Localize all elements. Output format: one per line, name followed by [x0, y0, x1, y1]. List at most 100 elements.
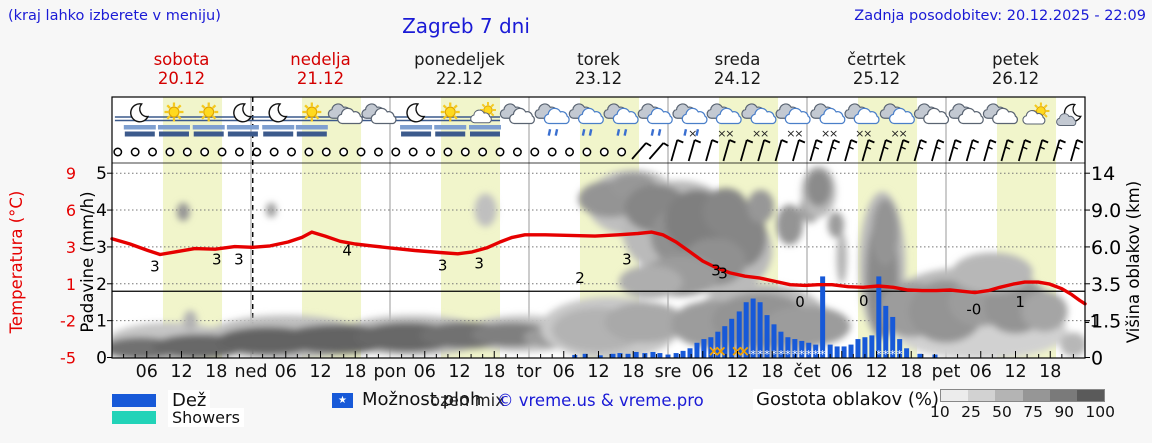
- temperature-axis-title: Temperatura (°C): [7, 191, 26, 335]
- page-title: Zagreb 7 dni: [402, 14, 530, 38]
- svg-text:3: 3: [96, 238, 107, 258]
- rain-bar: [722, 326, 728, 358]
- day-header: nedelja 21.12: [251, 50, 390, 88]
- calm-wind-icon: [130, 147, 140, 157]
- weather-icon-cloud: [499, 103, 535, 125]
- svg-text:9: 9: [66, 164, 76, 183]
- snow-mix-star-marker: *: [890, 348, 896, 361]
- calm-wind-icon: [217, 147, 227, 157]
- svg-text:3: 3: [711, 261, 721, 279]
- wind-barb-icon: [826, 139, 841, 162]
- frozen-mix-marker: ×: [731, 342, 744, 360]
- rain-bar: [617, 353, 623, 358]
- rain-bar: [778, 331, 784, 358]
- day-date: 24.12: [713, 69, 762, 88]
- rain-bar: [673, 353, 679, 358]
- wind-barb-icon: [948, 139, 962, 162]
- svg-text:4: 4: [96, 201, 107, 221]
- calm-wind-icon: [443, 147, 453, 157]
- snow-mix-star-marker: *: [771, 348, 777, 361]
- frozen-mix-marker: ×: [707, 342, 720, 360]
- calm-wind-icon: [339, 147, 349, 157]
- wind-barb-icon: [631, 142, 652, 160]
- svg-text:1.5: 1.5: [1091, 311, 1121, 333]
- day-name: sobota: [153, 50, 210, 69]
- weather-icon-sun-fog: [434, 102, 467, 137]
- snow-mix-star-marker: *: [799, 348, 805, 361]
- svg-text:12: 12: [587, 362, 609, 382]
- calm-wind-icon: [321, 147, 331, 157]
- snow-mix-star-marker: *: [820, 348, 826, 361]
- calm-wind-icon: [478, 147, 488, 157]
- weather-icon-cloud-rain: [568, 103, 604, 136]
- cloud-icon: [957, 107, 984, 125]
- svg-text:12: 12: [170, 362, 192, 382]
- cloud-icon: [681, 107, 708, 125]
- wind-barb-icon: [757, 139, 771, 162]
- svg-text:3: 3: [622, 251, 632, 269]
- svg-text:12: 12: [309, 362, 331, 382]
- svg-text:06: 06: [553, 362, 575, 382]
- svg-text:1: 1: [96, 312, 107, 332]
- cloud-icon: [577, 107, 604, 125]
- svg-text:-2: -2: [60, 312, 76, 331]
- rain-bar: [650, 351, 656, 358]
- rain-bar: [827, 344, 833, 358]
- day-date: 22.12: [435, 69, 484, 88]
- weather-icon-cloud-sleet: ×: [672, 103, 708, 140]
- sun-icon: [302, 102, 322, 122]
- cloud-icon: [612, 107, 639, 125]
- wind-barb-icon: [861, 139, 875, 162]
- rain-bar: [582, 353, 588, 358]
- snow-mix-star-marker: *: [785, 348, 791, 361]
- cloud-icon: [337, 107, 363, 125]
- svg-text:0: 0: [96, 349, 107, 369]
- wind-barb-icon: [670, 139, 684, 162]
- rain-bar: [876, 276, 882, 358]
- svg-text:×: ×: [786, 127, 795, 140]
- weather-icon-cloud: [982, 103, 1018, 125]
- svg-text:6: 6: [66, 201, 76, 220]
- svg-text:06: 06: [414, 362, 436, 382]
- svg-text:×: ×: [760, 127, 769, 140]
- svg-text:06: 06: [692, 362, 714, 382]
- x-axis: 06 12 18 ned 06 12 18 pon 06 12 18 tor 06 12 18 sre 06 12…: [123, 351, 1074, 382]
- rain-bar: [757, 302, 763, 358]
- svg-text:14: 14: [1091, 163, 1115, 185]
- rain-bar: [834, 346, 840, 358]
- svg-text:18: 18: [1039, 362, 1061, 382]
- svg-text:12: 12: [726, 362, 748, 382]
- rain-bar: [890, 316, 896, 358]
- wind-barb-icon: [687, 139, 702, 162]
- star-legend-swatch: ★: [332, 393, 353, 408]
- day-header: četrtek 25.12: [807, 50, 946, 88]
- svg-text:×: ×: [752, 127, 761, 140]
- rain-bar: [610, 353, 616, 358]
- weather-icon-cloud-snow: ××: [810, 103, 846, 140]
- wind-barb-icon: [809, 139, 823, 162]
- wind-barb-icon: [1052, 139, 1066, 162]
- day-header: petek 26.12: [946, 50, 1085, 88]
- cloud-height-axis-title: Višina oblakov (km): [1124, 181, 1143, 343]
- wind-barb-icon: [739, 139, 754, 162]
- rain-bar: [813, 344, 819, 358]
- day-header: ponedeljek 22.12: [390, 50, 529, 88]
- svg-text:0: 0: [1091, 348, 1103, 370]
- svg-text:×: ×: [688, 127, 697, 140]
- svg-text:×: ×: [829, 127, 838, 140]
- rain-bar: [701, 339, 707, 358]
- weather-icon-cloud: [327, 103, 363, 125]
- svg-text:×: ×: [821, 127, 830, 140]
- rain-bar: [904, 348, 910, 358]
- calm-wind-icon: [165, 147, 175, 157]
- svg-text:0: 0: [795, 293, 805, 311]
- snow-mix-star-marker: *: [806, 348, 812, 361]
- weather-icon-cloud-snow: ××: [741, 103, 777, 140]
- wind-barb-icon: [931, 139, 945, 162]
- day-header: sobota 20.12: [112, 50, 251, 88]
- rain-bar: [848, 344, 854, 358]
- svg-text:06: 06: [275, 362, 297, 382]
- rain-bar: [680, 350, 686, 358]
- weather-icon-sun-cloud-fog: [468, 101, 501, 137]
- calm-wind-icon: [182, 147, 192, 157]
